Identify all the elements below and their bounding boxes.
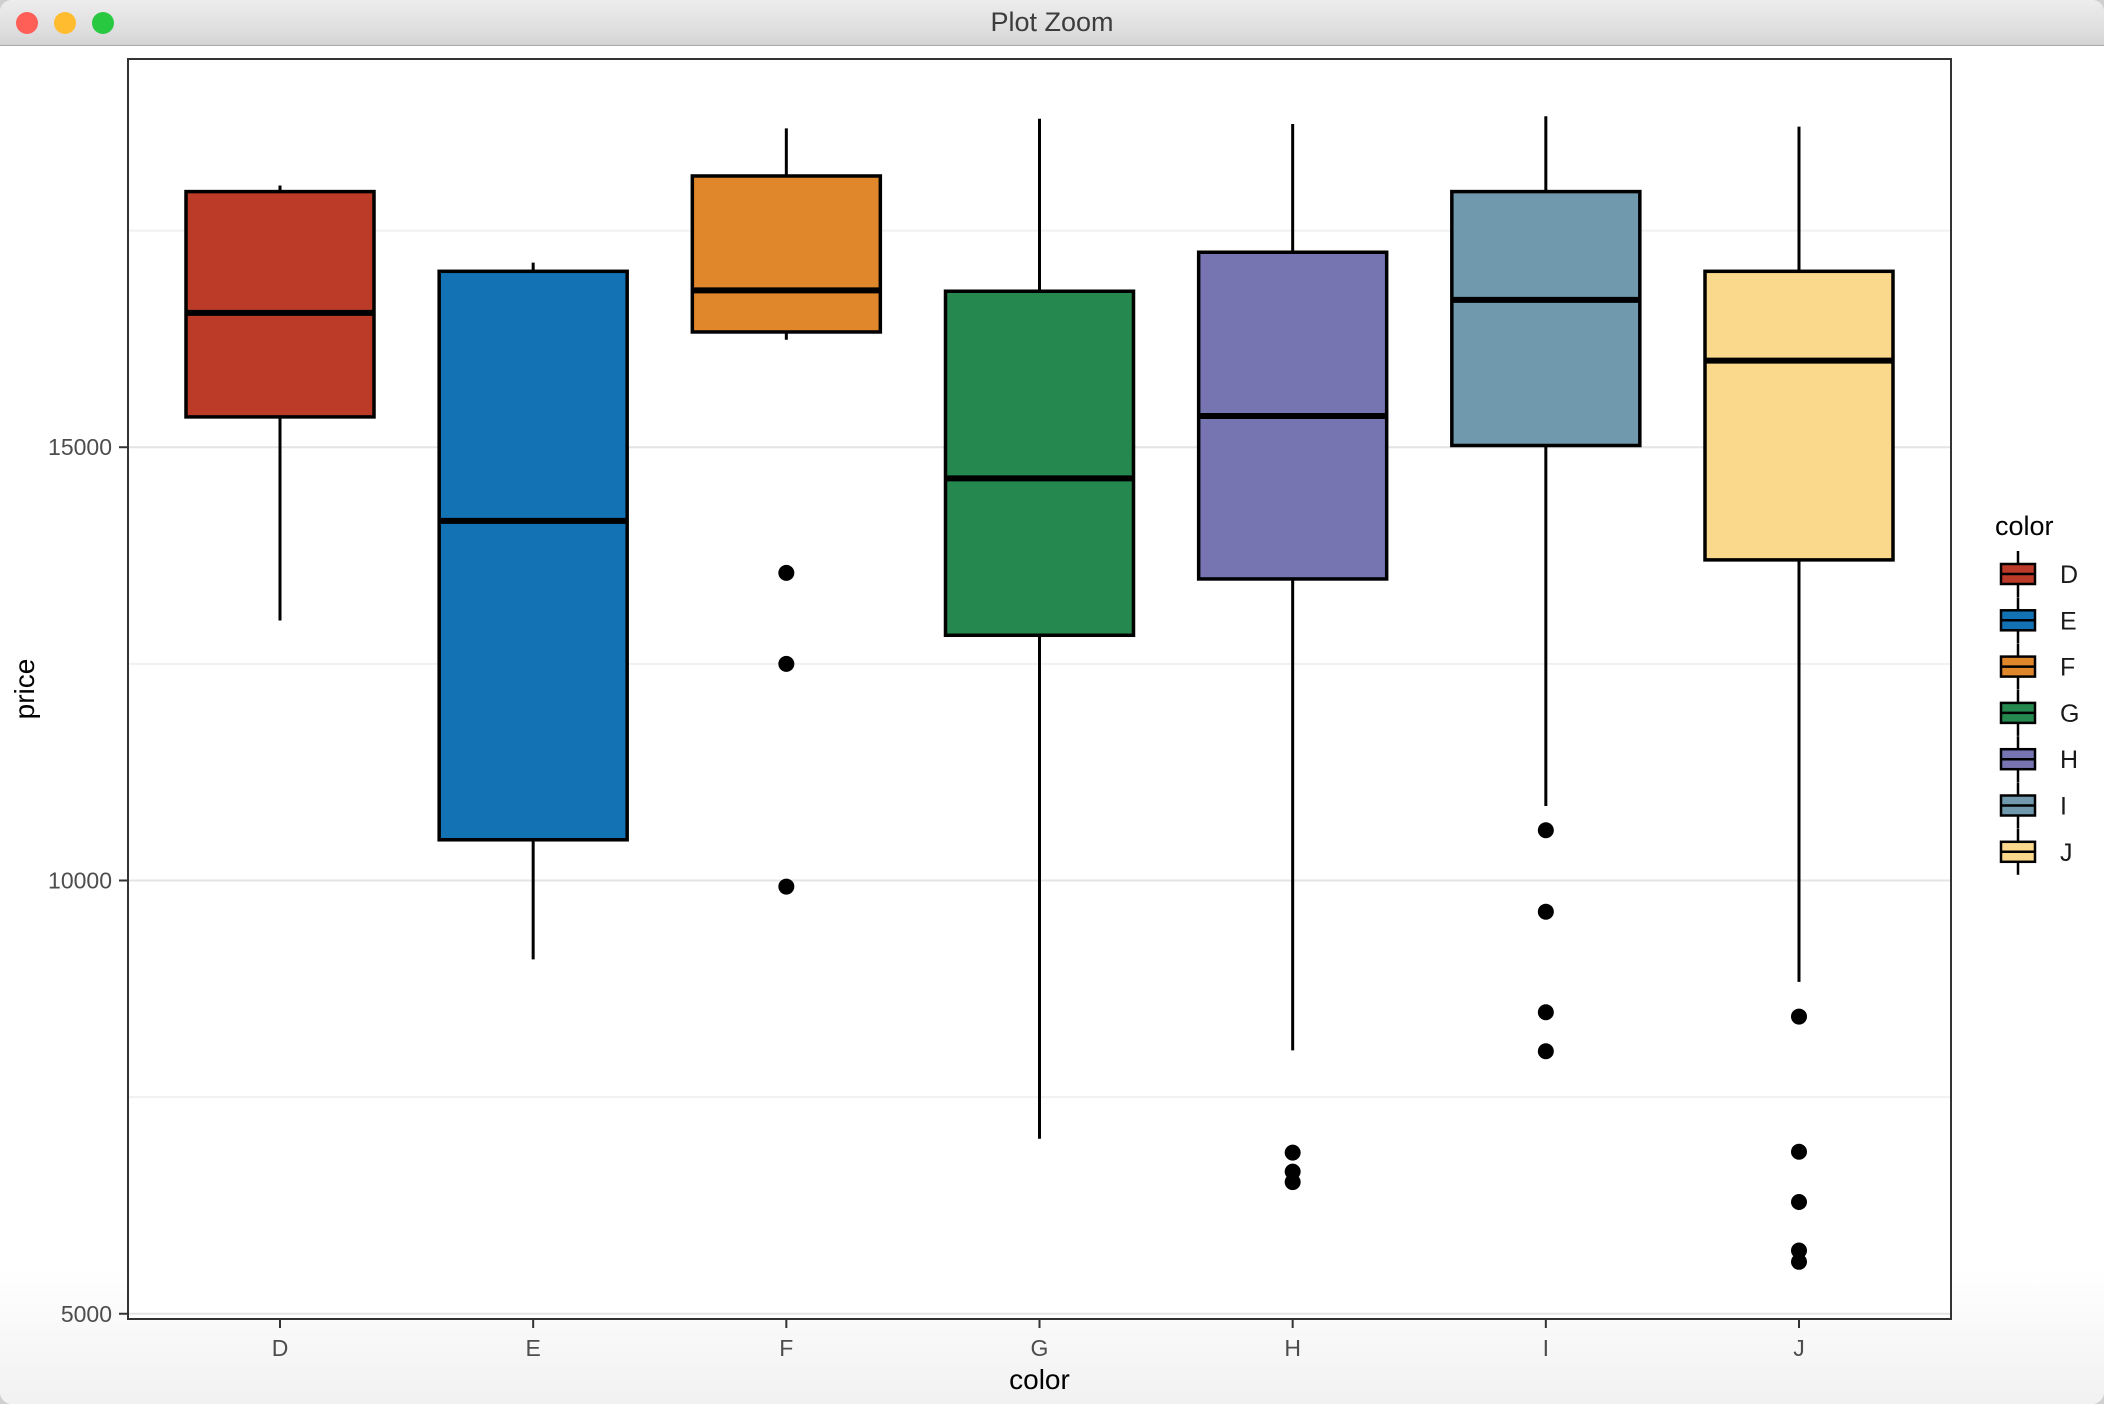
y-tick-label: 15000 [48, 434, 112, 460]
outlier-I [1537, 903, 1554, 920]
outlier-F [778, 878, 795, 895]
x-tick-label: F [779, 1335, 793, 1361]
iqr-box-I [1450, 189, 1642, 448]
outlier-F [778, 564, 795, 581]
outlier-H [1284, 1144, 1301, 1161]
iqr-box-G [943, 289, 1136, 638]
window-titlebar[interactable]: Plot Zoom [0, 0, 2104, 46]
x-tick-label: E [525, 1335, 540, 1361]
iqr-box-F [690, 174, 883, 334]
legend-item-E: E [1999, 597, 2077, 644]
legend-label: E [2060, 607, 2077, 635]
outlier-I [1537, 1004, 1554, 1021]
legend-label: H [2060, 746, 2078, 774]
legend-label: D [2060, 561, 2078, 589]
legend-label: J [2060, 839, 2073, 867]
boxplot-I [1450, 116, 1642, 1060]
boxplot-J [1703, 126, 1895, 1270]
outlier-H [1284, 1174, 1301, 1191]
window-title: Plot Zoom [990, 7, 1114, 37]
legend-title: color [1995, 511, 2054, 541]
zoom-button[interactable] [92, 11, 114, 34]
legend-item-G: G [1999, 689, 2079, 736]
legend-label: I [2060, 793, 2067, 821]
legend-item-I: I [1999, 782, 2067, 829]
legend-item-D: D [1999, 551, 2078, 597]
outlier-J [1791, 1008, 1807, 1025]
legend-item-H: H [1999, 736, 2078, 783]
legend-label: F [2060, 654, 2075, 682]
outlier-J [1791, 1194, 1807, 1211]
outlier-I [1537, 1043, 1554, 1060]
close-button[interactable] [16, 11, 38, 34]
outlier-J [1791, 1143, 1807, 1160]
outlier-J [1791, 1242, 1807, 1259]
x-axis-title: color [1009, 1364, 1070, 1395]
y-tick-label: 10000 [48, 868, 112, 894]
minimize-button[interactable] [54, 11, 76, 34]
boxplot-F [690, 128, 883, 895]
y-tick-label: 5000 [61, 1301, 112, 1327]
boxplot-D [184, 185, 376, 621]
iqr-box-J [1703, 269, 1895, 562]
x-tick-label: G [1031, 1335, 1049, 1361]
y-axis-title: price [9, 659, 40, 720]
x-tick-label: J [1793, 1335, 1805, 1361]
legend-item-F: F [1999, 643, 2075, 690]
outlier-I [1537, 822, 1554, 839]
boxplot-H [1196, 123, 1389, 1191]
legend-label: G [2060, 700, 2079, 728]
iqr-box-E [437, 269, 629, 842]
legend-item-J: J [1999, 828, 2073, 875]
traffic-lights [16, 0, 114, 45]
x-tick-label: D [272, 1335, 289, 1361]
outlier-F [778, 655, 795, 672]
boxplot-E [437, 262, 629, 960]
boxplot-G [943, 118, 1136, 1139]
x-tick-label: I [1543, 1335, 1549, 1361]
x-tick-label: H [1284, 1335, 1301, 1361]
iqr-box-D [184, 189, 376, 419]
outlier-J [1791, 1253, 1807, 1270]
